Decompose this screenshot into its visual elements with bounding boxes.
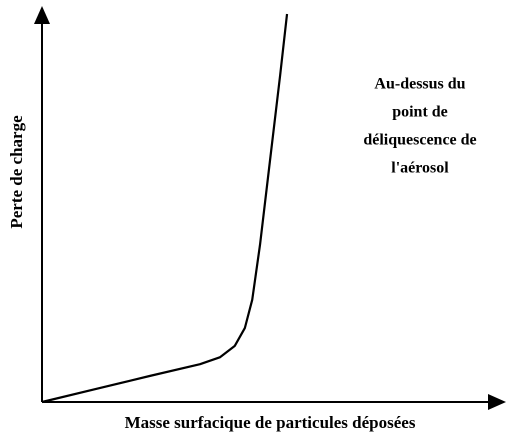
annotation: point de [392, 104, 448, 121]
annotation: Au-dessus du [374, 76, 465, 93]
annotation: l'aérosol [391, 160, 449, 177]
data-line [41, 13, 289, 404]
y-axis-label: Perte de charge [7, 115, 26, 229]
annotation: déliquescence de [363, 132, 476, 149]
x-axis-label: Masse surfacique de particules déposées [125, 413, 416, 432]
